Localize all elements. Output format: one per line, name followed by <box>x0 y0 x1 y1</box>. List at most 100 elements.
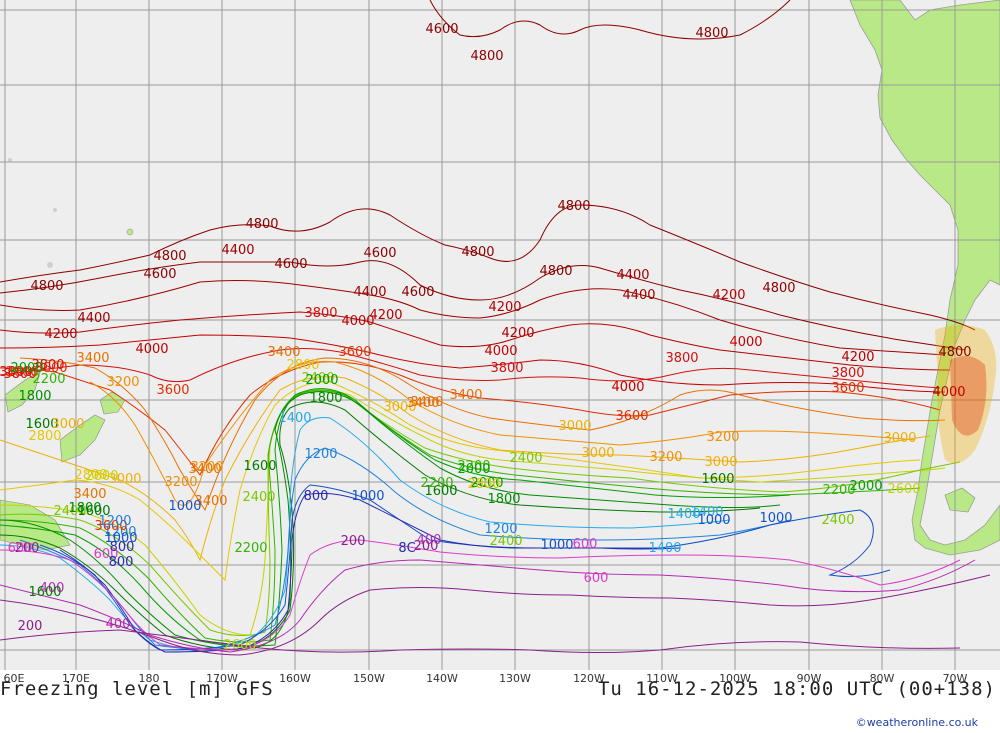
contour-lines <box>0 0 991 656</box>
contour-label-4800: 4800 <box>557 199 590 214</box>
contour-1400 <box>0 417 731 653</box>
contour-labels: 4600 4800 4800 4800 4800 4400 4600 4800 4800 4800… <box>0 22 972 653</box>
contour-label-3400: 3400 <box>449 388 482 403</box>
contour-label-1800: 1800 <box>18 389 51 404</box>
contour-label-3400: 3400 <box>267 345 300 360</box>
contour-label-2400: 2400 <box>301 371 334 386</box>
contour-3000 <box>0 376 931 562</box>
contour-label-200: 200 <box>15 541 40 556</box>
longitude-label: 130W <box>499 672 531 685</box>
contour-label-3200: 3200 <box>164 475 197 490</box>
contour-label-4800: 4800 <box>762 281 795 296</box>
contour-label-4000: 4000 <box>484 344 517 359</box>
contour-label-4600: 4600 <box>363 246 396 261</box>
contour-label-1800: 1800 <box>68 501 101 516</box>
map-title: Freezing level [m] GFS <box>0 678 274 700</box>
contour-label-2000: 2000 <box>10 361 43 376</box>
contour-600 <box>0 539 961 651</box>
contour-label-3000: 3000 <box>383 400 416 415</box>
contour-label-3800: 3800 <box>3 367 36 382</box>
contour-label-600: 600 <box>584 571 609 586</box>
contour-label-4600: 4600 <box>401 285 434 300</box>
contour-4800-north <box>429 0 791 40</box>
contour-label-4400: 4400 <box>616 268 649 283</box>
contour-label-2000: 2000 <box>457 462 490 477</box>
contour-label-1400: 1400 <box>648 541 681 556</box>
contour-label-1000: 1000 <box>697 513 730 528</box>
contour-label-2400: 2400 <box>53 504 86 519</box>
contour-1600 <box>0 401 761 651</box>
contour-label-1600: 1600 <box>28 585 61 600</box>
contour-label-1200: 1200 <box>103 525 136 540</box>
credit-link[interactable]: ©weatheronline.co.uk <box>855 716 978 729</box>
contour-label-3000: 3000 <box>704 455 737 470</box>
contour-label-4600: 4600 <box>425 22 458 37</box>
contour-label-3000: 3000 <box>108 472 141 487</box>
contour-label-1000: 1000 <box>540 538 573 553</box>
contour-label-3800: 3800 <box>490 361 523 376</box>
contour-label-4200: 4200 <box>44 327 77 342</box>
contour-1800 <box>0 391 781 649</box>
contour-label-1600: 1600 <box>701 472 734 487</box>
longitude-label: 110W <box>646 672 678 685</box>
longitude-label: 170W <box>206 672 238 685</box>
forecast-time: Tu 16-12-2025 18:00 UTC (00+138) <box>597 678 996 700</box>
longitude-label: 90W <box>796 672 822 685</box>
contour-label-3200: 3200 <box>190 460 223 475</box>
contour-label-3400: 3400 <box>76 351 109 366</box>
contour-label-3800: 3800 <box>0 365 33 380</box>
contour-label-4200: 4200 <box>712 288 745 303</box>
contour-label-4000: 4000 <box>341 314 374 329</box>
contour-400 <box>0 559 976 653</box>
contour-4000 <box>0 334 946 393</box>
longitude-label: 80W <box>869 672 895 685</box>
contour-label-4800: 4800 <box>938 345 971 360</box>
contour-label-1600: 1600 <box>243 459 276 474</box>
contour-label-4400: 4400 <box>622 288 655 303</box>
contour-label-3400: 3400 <box>406 396 439 411</box>
freezing-level-map: 4600 4800 4800 4800 4800 4400 4600 4800 4800 4800… <box>0 0 1000 670</box>
land-south-america <box>845 0 1000 556</box>
contour-label-1200: 1200 <box>484 522 517 537</box>
contour-label-600: 600 <box>94 547 119 562</box>
contour-label-4800: 4800 <box>695 26 728 41</box>
contour-label-800: 800 <box>110 540 135 555</box>
contour-label-4000: 4000 <box>611 380 644 395</box>
contour-label-4800: 4800 <box>153 249 186 264</box>
contour-label-600: 600 <box>8 541 33 556</box>
map-area: 4600 4800 4800 4800 4800 4400 4600 4800 4800 4800… <box>0 0 1000 670</box>
contour-800 <box>59 492 681 653</box>
contour-label-4200: 4200 <box>488 300 521 315</box>
contour-label-1000: 1000 <box>759 511 792 526</box>
contour-2000 <box>0 388 791 647</box>
contour-label-400: 400 <box>40 581 65 596</box>
contour-3200 <box>89 360 916 506</box>
contour-label-4400: 4400 <box>221 243 254 258</box>
contour-label-1800: 1800 <box>309 391 342 406</box>
contour-label-800: 800 <box>109 555 134 570</box>
contour-label-1000: 1000 <box>104 531 137 546</box>
contour-label-600: 600 <box>573 537 598 552</box>
contour-label-1600: 1600 <box>25 417 58 432</box>
contour-label-2000: 2000 <box>849 479 882 494</box>
contour-label-800: 8C <box>398 541 415 556</box>
longitude-label: 160W <box>279 672 311 685</box>
contour-label-1200: 1200 <box>304 447 337 462</box>
longitude-label: 60E <box>3 672 25 685</box>
contour-label-3400: 3400 <box>188 462 221 477</box>
contour-200 <box>0 574 991 656</box>
map-footer: 60E 170E 180 170W 160W 150W 140W 130W 120W 110W 10… <box>0 670 1000 733</box>
contour-label-400: 400 <box>417 533 442 548</box>
contour-label-3000: 3000 <box>51 417 84 432</box>
contour-label-1400: 1400 <box>690 505 723 520</box>
contour-4600 <box>0 260 966 351</box>
contour-label-2400: 2400 <box>489 534 522 549</box>
andes-freezing-patch <box>935 325 997 464</box>
contour-label-2200: 2200 <box>32 372 65 387</box>
contour-label-1200: 1200 <box>98 514 131 529</box>
lat-lon-grid <box>0 0 1000 670</box>
contour-label-4200: 4200 <box>501 326 534 341</box>
contour-label-2600: 2600 <box>223 638 256 653</box>
contour-label-4600: 4600 <box>274 257 307 272</box>
contour-label-4800: 4800 <box>461 245 494 260</box>
